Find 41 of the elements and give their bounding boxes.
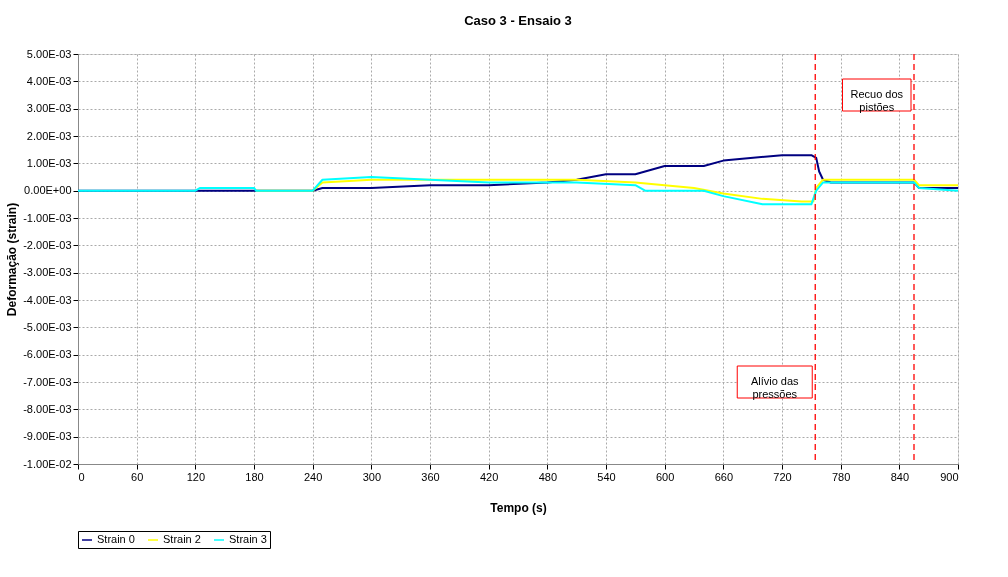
- y-tick-label: 0.00E+00: [24, 184, 72, 197]
- legend-label: Strain 3: [229, 533, 267, 545]
- chart-title: Caso 3 - Ensaio 3: [464, 13, 572, 28]
- y-tick-label: -5.00E-03: [23, 320, 72, 333]
- y-tick-label: 1.00E-03: [26, 156, 72, 169]
- x-tick-label: 60: [131, 470, 144, 483]
- x-tick-label: 600: [655, 470, 675, 483]
- y-tick-label: 3.00E-03: [26, 102, 72, 115]
- y-tick-label: 5.00E-03: [26, 47, 72, 60]
- ref-line-label: Alívio das pressões: [750, 375, 800, 400]
- x-tick-label: 720: [773, 470, 792, 483]
- y-tick-label: -3.00E-03: [23, 266, 72, 279]
- x-tick-label: 360: [421, 470, 440, 483]
- line-series: [77, 176, 959, 206]
- y-tick-label: -1.00E-02: [23, 457, 72, 470]
- x-tick-label: 0: [78, 470, 85, 483]
- y-tick-label: -4.00E-03: [23, 293, 72, 306]
- x-axis-title: Tempo (s): [490, 500, 547, 515]
- x-tick-label: 900: [940, 470, 959, 483]
- y-tick-label: -9.00E-03: [23, 430, 72, 443]
- legend-label: Strain 0: [97, 533, 135, 545]
- y-tick-label: -1.00E-03: [23, 211, 72, 224]
- x-tick-label: 840: [890, 470, 910, 483]
- x-tick-label: 660: [714, 470, 734, 483]
- y-tick-label: -2.00E-03: [23, 238, 72, 251]
- x-tick-label: 420: [479, 470, 499, 483]
- x-tick-label: 240: [303, 470, 323, 483]
- x-tick-label: 300: [362, 470, 382, 483]
- y-tick-label: -8.00E-03: [23, 402, 72, 415]
- ref-line-label: Recuo dos pistões: [850, 88, 904, 113]
- x-tick-label: 540: [597, 470, 616, 483]
- y-tick-label: -7.00E-03: [23, 375, 72, 388]
- y-tick-label: -6.00E-03: [23, 348, 72, 361]
- x-tick-label: 180: [245, 470, 264, 483]
- y-tick-label: 4.00E-03: [26, 74, 72, 87]
- y-tick-label: 2.00E-03: [26, 129, 72, 142]
- x-tick-label: 120: [186, 470, 206, 483]
- x-tick-label: 480: [538, 470, 558, 483]
- x-tick-label: 780: [831, 470, 851, 483]
- y-axis-title: Deformação (strain): [5, 202, 20, 317]
- legend-label: Strain 2: [163, 533, 201, 545]
